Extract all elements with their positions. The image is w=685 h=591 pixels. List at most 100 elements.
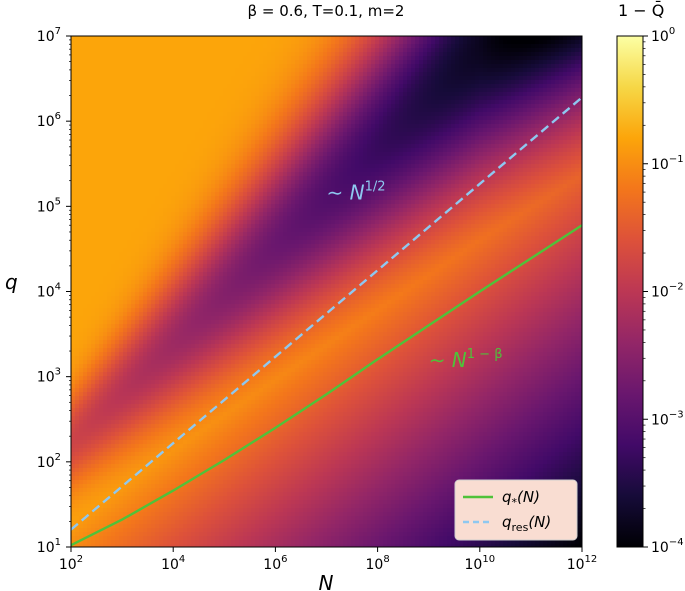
- heatmap-cell: [187, 296, 192, 301]
- heatmap-cell: [99, 328, 104, 333]
- heatmap-cell: [147, 440, 152, 445]
- heatmap-cell: [143, 72, 148, 77]
- heatmap-cell: [183, 184, 188, 189]
- heatmap-cell: [183, 200, 188, 205]
- heatmap-cell: [203, 368, 208, 373]
- heatmap-cell: [207, 384, 212, 389]
- heatmap-cell: [135, 304, 140, 309]
- heatmap-cell: [155, 260, 160, 265]
- heatmap-cell: [195, 208, 200, 213]
- heatmap-cell: [71, 492, 76, 497]
- heatmap-cell: [147, 232, 152, 237]
- heatmap-cell: [131, 356, 136, 361]
- heatmap-cell: [183, 412, 188, 417]
- heatmap-cell: [131, 380, 136, 385]
- heatmap-cell: [123, 408, 128, 413]
- heatmap-cell: [211, 256, 216, 261]
- heatmap-cell: [79, 312, 84, 317]
- heatmap-cell: [131, 124, 136, 129]
- heatmap-cell: [127, 156, 132, 161]
- heatmap-cell: [223, 104, 228, 109]
- heatmap-cell: [163, 524, 168, 529]
- heatmap-cell: [175, 180, 180, 185]
- heatmap-cell: [139, 168, 144, 173]
- heatmap-cell: [163, 112, 168, 117]
- heatmap-cell: [95, 180, 100, 185]
- heatmap-cell: [91, 208, 96, 213]
- heatmap-cell: [111, 376, 116, 381]
- heatmap-cell: [91, 448, 96, 453]
- heatmap-cell: [107, 448, 112, 453]
- heatmap-cell: [207, 304, 212, 309]
- heatmap-cell: [127, 300, 132, 305]
- heatmap-cell: [211, 300, 216, 305]
- heatmap-cell: [99, 56, 104, 61]
- heatmap-cell: [143, 120, 148, 125]
- heatmap-cell: [103, 320, 108, 325]
- heatmap-cell: [83, 292, 88, 297]
- heatmap-cell: [147, 88, 152, 93]
- heatmap-cell: [167, 500, 172, 505]
- heatmap-cell: [211, 448, 216, 453]
- heatmap-cell: [187, 60, 192, 65]
- heatmap-cell: [159, 408, 164, 413]
- heatmap-cell: [135, 184, 140, 189]
- heatmap-cell: [151, 88, 156, 93]
- heatmap-cell: [195, 256, 200, 261]
- heatmap-cell: [195, 96, 200, 101]
- heatmap-cell: [171, 92, 176, 97]
- heatmap-cell: [123, 288, 128, 293]
- heatmap-cell: [147, 220, 152, 225]
- heatmap-cell: [107, 408, 112, 413]
- heatmap-cell: [155, 360, 160, 365]
- heatmap-cell: [103, 464, 108, 469]
- heatmap-cell: [159, 244, 164, 249]
- heatmap-cell: [171, 284, 176, 289]
- heatmap-cell: [155, 104, 160, 109]
- heatmap-cell: [107, 388, 112, 393]
- heatmap-cell: [159, 484, 164, 489]
- heatmap-cell: [163, 540, 168, 545]
- heatmap-cell: [187, 452, 192, 457]
- heatmap-cell: [171, 528, 176, 533]
- heatmap-cell: [191, 116, 196, 121]
- heatmap-cell: [79, 536, 84, 541]
- heatmap-cell: [115, 168, 120, 173]
- heatmap-cell: [135, 244, 140, 249]
- heatmap-cell: [143, 324, 148, 329]
- heatmap-cell: [135, 112, 140, 117]
- heatmap-cell: [143, 184, 148, 189]
- heatmap-cell: [211, 216, 216, 221]
- heatmap-cell: [215, 504, 220, 509]
- heatmap-cell: [223, 452, 228, 457]
- heatmap-cell: [211, 36, 216, 41]
- heatmap-cell: [99, 464, 104, 469]
- heatmap-cell: [195, 352, 200, 357]
- heatmap-cell: [75, 424, 80, 429]
- heatmap-cell: [179, 316, 184, 321]
- heatmap-cell: [191, 444, 196, 449]
- heatmap-cell: [195, 348, 200, 353]
- heatmap-cell: [219, 440, 224, 445]
- heatmap-cell: [215, 280, 220, 285]
- heatmap-cell: [75, 188, 80, 193]
- heatmap-cell: [99, 152, 104, 157]
- heatmap-cell: [127, 356, 132, 361]
- heatmap-cell: [211, 324, 216, 329]
- heatmap-cell: [163, 216, 168, 221]
- heatmap-cell: [119, 144, 124, 149]
- heatmap-cell: [163, 424, 168, 429]
- heatmap-cell: [179, 48, 184, 53]
- heatmap-cell: [115, 412, 120, 417]
- heatmap-cell: [95, 188, 100, 193]
- heatmap-cell: [103, 388, 108, 393]
- heatmap-cell: [83, 244, 88, 249]
- heatmap-cell: [91, 184, 96, 189]
- heatmap-cell: [115, 104, 120, 109]
- heatmap-cell: [155, 40, 160, 45]
- heatmap-cell: [111, 468, 116, 473]
- heatmap-cell: [131, 300, 136, 305]
- heatmap-cell: [175, 128, 180, 133]
- heatmap-cell: [171, 504, 176, 509]
- heatmap-cell: [71, 380, 76, 385]
